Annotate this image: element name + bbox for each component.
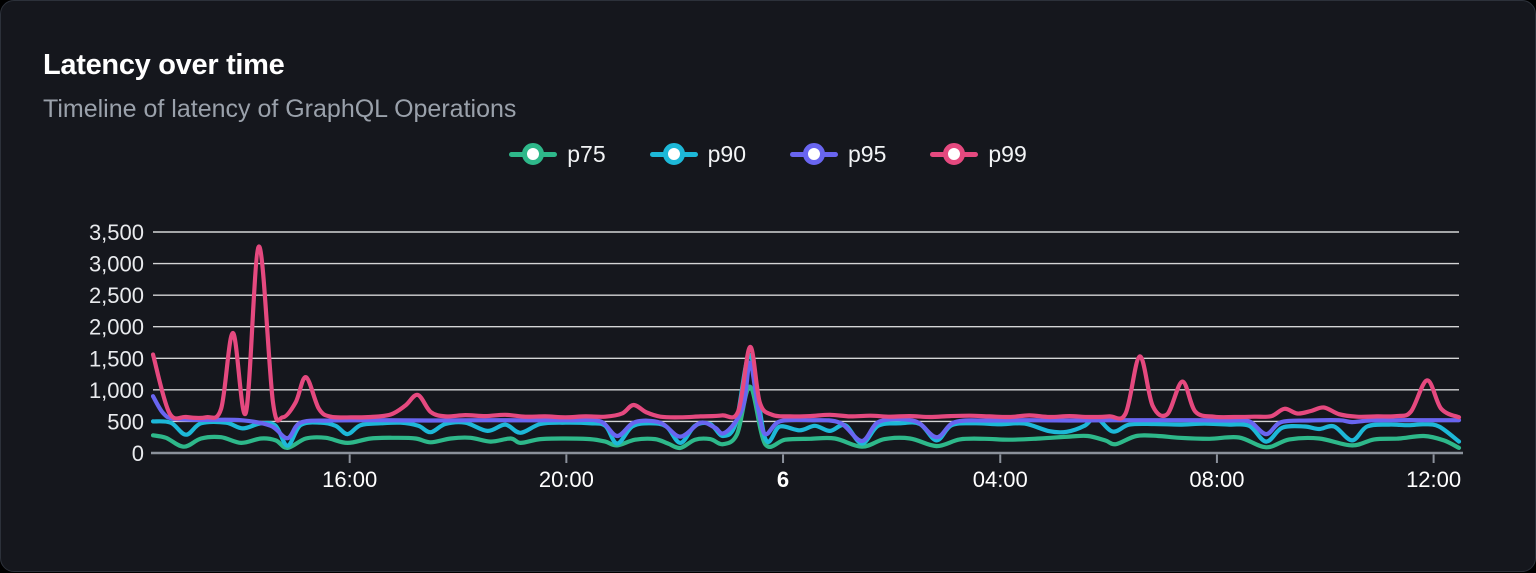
- y-axis-label-2500: 2,500: [89, 283, 144, 308]
- y-axis-label-3000: 3,000: [89, 252, 144, 277]
- series-line-p99: [153, 246, 1459, 420]
- y-axis-label-2000: 2,000: [89, 315, 144, 340]
- y-axis-label-1000: 1,000: [89, 378, 144, 403]
- x-axis-label-12:00: 12:00: [1406, 467, 1461, 492]
- y-axis-label-500: 500: [107, 409, 144, 434]
- y-axis-label-0: 0: [132, 441, 144, 466]
- y-axis-label-3500: 3,500: [89, 220, 144, 245]
- x-axis-label-16:00: 16:00: [322, 467, 377, 492]
- x-axis-label-6: 6: [777, 467, 789, 492]
- x-axis-label-08:00: 08:00: [1189, 467, 1244, 492]
- x-axis-label-20:00: 20:00: [539, 467, 594, 492]
- x-axis-label-04:00: 04:00: [973, 467, 1028, 492]
- y-axis-label-1500: 1,500: [89, 346, 144, 371]
